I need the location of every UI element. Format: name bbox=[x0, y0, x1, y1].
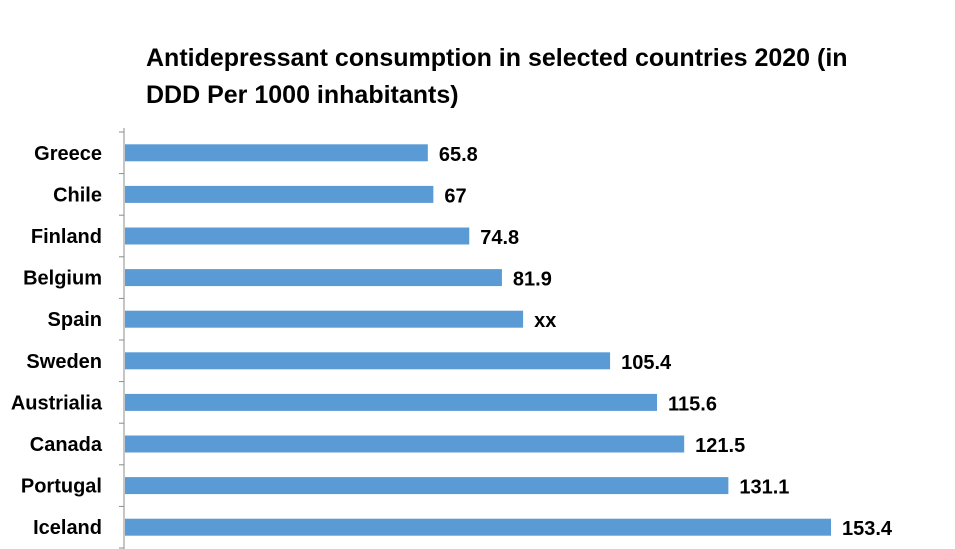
data-label: 74.8 bbox=[480, 227, 519, 249]
data-label: 115.6 bbox=[668, 393, 717, 415]
category-label: Chile bbox=[53, 184, 102, 206]
bar-chile bbox=[125, 185, 434, 203]
bar-austrialia bbox=[125, 393, 658, 411]
category-label: Sweden bbox=[26, 351, 102, 373]
bar-sweden bbox=[125, 352, 611, 370]
category-label: Spain bbox=[48, 309, 102, 331]
data-label: 67 bbox=[444, 185, 466, 207]
bar-greece bbox=[125, 144, 428, 162]
bar-finland bbox=[125, 227, 470, 245]
bar-portugal bbox=[125, 477, 729, 495]
category-label: Canada bbox=[30, 434, 103, 456]
bar-canada bbox=[125, 435, 685, 453]
bar-belgium bbox=[125, 269, 502, 287]
category-label: Finland bbox=[31, 226, 102, 248]
data-label: 81.9 bbox=[513, 269, 552, 291]
data-label: 105.4 bbox=[621, 352, 672, 374]
bar-spain bbox=[125, 310, 524, 328]
data-label: 131.1 bbox=[739, 477, 789, 499]
category-label: Portugal bbox=[21, 476, 102, 498]
data-label: 121.5 bbox=[695, 435, 745, 457]
data-label: xx bbox=[534, 310, 556, 332]
data-label: 153.4 bbox=[842, 518, 893, 540]
category-label: Austrialia bbox=[11, 392, 103, 414]
category-label: Iceland bbox=[33, 517, 102, 539]
bar-iceland bbox=[125, 518, 831, 536]
data-label: 65.8 bbox=[439, 144, 478, 166]
chart-title: Antidepressant consumption in selected c… bbox=[146, 44, 848, 109]
category-label: Greece bbox=[34, 143, 102, 165]
category-label: Belgium bbox=[23, 268, 102, 290]
